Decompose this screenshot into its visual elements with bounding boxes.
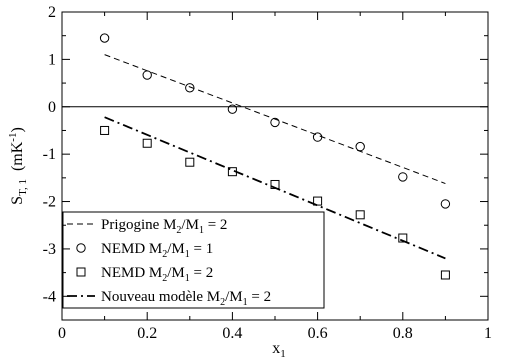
axis-ticks: 0 0.2 0.4 0.6 0.8 1 2 1 0 -1 -2 -3 -4 [43, 4, 492, 342]
data-point-nemd1 [185, 83, 195, 93]
legend-label-prigogine: Prigogine M2/M1 = 2 [101, 217, 227, 236]
legend-label-part: 1 [199, 225, 204, 236]
data-point-nemd1 [398, 172, 408, 182]
legend-label-part: = 2 [190, 265, 213, 281]
data-point-nemd1 [440, 199, 451, 209]
data-point-nemd2 [100, 125, 110, 135]
legend-label-part: = 2 [204, 217, 227, 233]
x-tick-label: 0.4 [222, 325, 242, 342]
legend-label-part: 2 [162, 273, 167, 284]
y-tick-label: -1 [43, 146, 56, 163]
data-point-nemd1 [355, 141, 365, 152]
y-tick-label: 0 [48, 99, 56, 116]
data-point-nemd1 [227, 104, 238, 114]
y-axis-label-unit-sup: -1 [7, 133, 19, 142]
data-point-nemd2 [440, 270, 450, 280]
legend-label-part: Prigogine M [101, 217, 176, 233]
y-axis-label-main: S [9, 196, 26, 205]
legend-label-part: 1 [185, 249, 190, 260]
legend-label-nemd1: NEMD M2/M1 = 1 [101, 241, 213, 260]
y-tick-label: -4 [43, 288, 56, 305]
x-axis-label: x1 [272, 340, 286, 360]
series-line-nouveau [104, 116, 446, 260]
data-point-nemd2 [398, 233, 408, 243]
legend-swatch-nemd1 [76, 243, 86, 253]
data-point-nemd2 [313, 196, 323, 206]
legend-label-part: 2 [220, 297, 225, 308]
data-point-nemd2 [185, 157, 195, 167]
data-point-nemd1 [312, 132, 323, 142]
x-tick-label: 0.6 [308, 325, 328, 342]
data-point-nemd1 [142, 70, 152, 80]
data-point-nemd1 [270, 117, 280, 128]
legend-label-part: 2 [162, 249, 167, 260]
legend-swatch-nemd2 [76, 267, 86, 277]
legend-label-part: NEMD M [101, 241, 162, 257]
x-tick-label: 0.2 [137, 325, 157, 342]
legend-label-part: /M [167, 241, 185, 257]
legend-label-part: Nouveau modèle M [101, 289, 220, 305]
legend-label-part: /M [181, 217, 199, 233]
legend-label-part: = 1 [190, 241, 213, 257]
legend-label-part: NEMD M [101, 265, 162, 281]
y-tick-label: -3 [43, 241, 56, 258]
x-axis-label-sub: 1 [280, 348, 286, 360]
x-tick-label: 0.8 [393, 325, 413, 342]
y-axis-label-unit: (mK [9, 141, 26, 171]
x-tick-label: 0 [58, 325, 66, 342]
series-group [99, 33, 451, 280]
y-axis-label-unit-close: ) [9, 127, 26, 132]
y-tick-label: 1 [48, 51, 56, 68]
y-axis-label: ST, 1 (mK-1) [7, 127, 29, 205]
data-point-nemd2 [142, 138, 152, 148]
x-tick-label: 1 [484, 325, 492, 342]
legend-label-part: 1 [243, 297, 248, 308]
legend-label-part: 2 [176, 225, 181, 236]
y-axis-label-sub: T, 1 [17, 179, 29, 196]
y-tick-label: -2 [43, 194, 56, 211]
y-tick-label: 2 [48, 4, 56, 21]
legend-box [62, 211, 325, 309]
data-point-nemd1 [99, 33, 110, 43]
legend-label-part: 1 [185, 273, 190, 284]
legend-label-nouveau: Nouveau modèle M2/M1 = 2 [101, 289, 271, 308]
x-axis-label-main: x [272, 340, 280, 357]
legend-label-part: /M [225, 289, 243, 305]
legend-label-nemd2: NEMD M2/M1 = 2 [101, 265, 213, 284]
series-line-prigogine [104, 54, 446, 184]
legend-label-part: = 2 [248, 289, 271, 305]
data-point-nemd2 [355, 210, 365, 220]
legend-label-part: /M [167, 265, 185, 281]
